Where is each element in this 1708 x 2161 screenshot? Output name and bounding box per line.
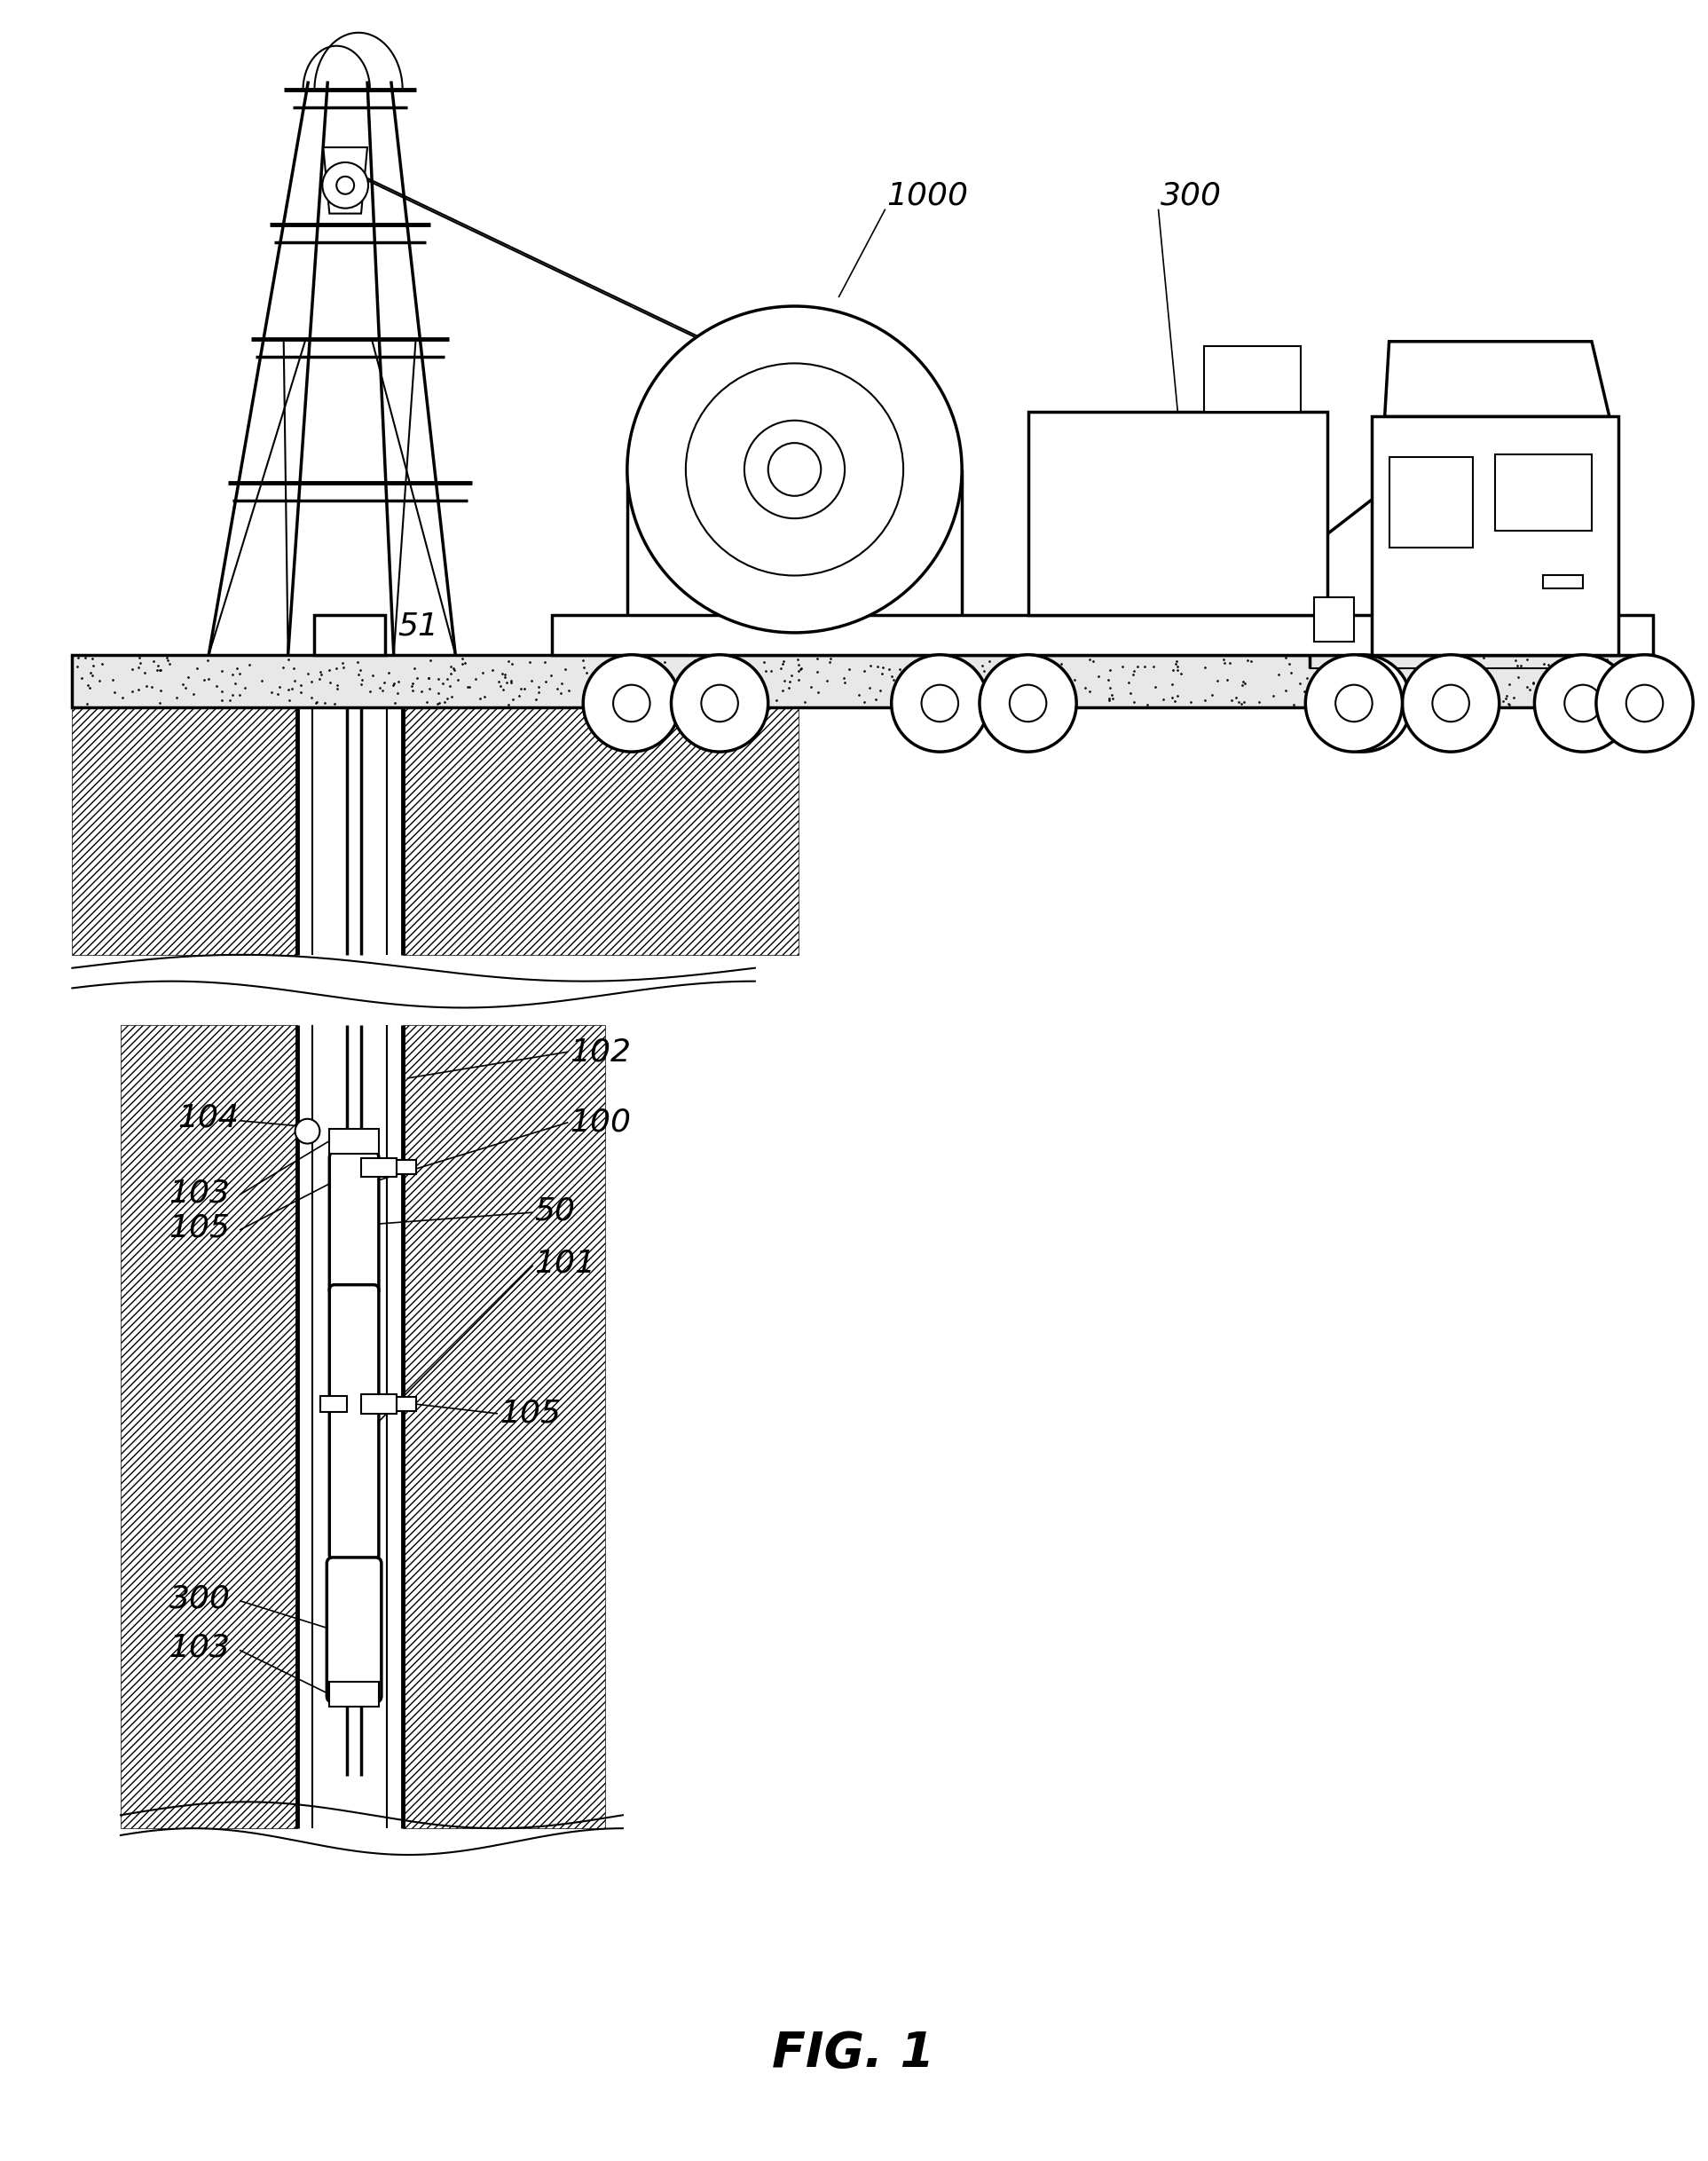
Text: 105: 105 [169, 1212, 231, 1243]
Text: 100: 100 [570, 1106, 632, 1137]
Text: 300: 300 [169, 1584, 231, 1614]
Bar [321, 1396, 347, 1411]
Circle shape [1344, 685, 1382, 722]
Ellipse shape [627, 307, 962, 633]
Bar [396, 1160, 415, 1173]
Bar [314, 616, 384, 655]
Polygon shape [323, 147, 367, 214]
Bar [1313, 596, 1354, 642]
Bar [1389, 456, 1472, 547]
Bar [1544, 575, 1583, 588]
FancyBboxPatch shape [330, 1286, 379, 1560]
Text: 51: 51 [398, 612, 439, 642]
Text: 102: 102 [570, 1037, 632, 1068]
Bar [403, 1024, 605, 1828]
Circle shape [702, 685, 738, 722]
Text: 103: 103 [169, 1632, 231, 1662]
Circle shape [613, 685, 651, 722]
Bar [1372, 417, 1617, 655]
Circle shape [323, 162, 369, 207]
Polygon shape [1385, 341, 1609, 417]
Text: 105: 105 [499, 1398, 560, 1428]
Bar [121, 1024, 297, 1828]
Text: 50: 50 [535, 1195, 576, 1225]
Circle shape [892, 655, 989, 752]
Text: 103: 103 [169, 1178, 231, 1208]
Bar [360, 1158, 396, 1178]
FancyBboxPatch shape [330, 1150, 379, 1297]
Circle shape [1433, 685, 1469, 722]
Bar [72, 707, 297, 955]
Circle shape [922, 685, 958, 722]
Text: FIG. 1: FIG. 1 [772, 2029, 934, 2077]
Bar [330, 1128, 379, 1154]
Circle shape [336, 177, 354, 194]
Text: 104: 104 [178, 1102, 239, 1132]
Circle shape [1597, 655, 1693, 752]
Circle shape [295, 1119, 319, 1143]
Circle shape [769, 443, 822, 495]
FancyBboxPatch shape [326, 1558, 381, 1703]
Circle shape [1402, 655, 1500, 752]
Bar [552, 616, 1653, 655]
Text: 300: 300 [1160, 182, 1221, 212]
Circle shape [1313, 655, 1411, 752]
Circle shape [582, 655, 680, 752]
Ellipse shape [685, 363, 904, 575]
Text: 101: 101 [535, 1249, 596, 1279]
Circle shape [671, 655, 769, 752]
Bar [1028, 413, 1327, 616]
Circle shape [1009, 685, 1047, 722]
Circle shape [979, 655, 1076, 752]
Bar [72, 655, 1653, 707]
Bar [1204, 346, 1301, 413]
Bar [330, 1681, 379, 1707]
Bar [403, 707, 799, 955]
Circle shape [1626, 685, 1664, 722]
Circle shape [1336, 685, 1372, 722]
Circle shape [1305, 655, 1402, 752]
Text: 1000: 1000 [886, 182, 968, 212]
Bar [396, 1396, 415, 1411]
Circle shape [1534, 655, 1631, 752]
Circle shape [1565, 685, 1602, 722]
Bar [360, 1394, 396, 1413]
Ellipse shape [745, 421, 845, 519]
Bar [1494, 454, 1592, 532]
